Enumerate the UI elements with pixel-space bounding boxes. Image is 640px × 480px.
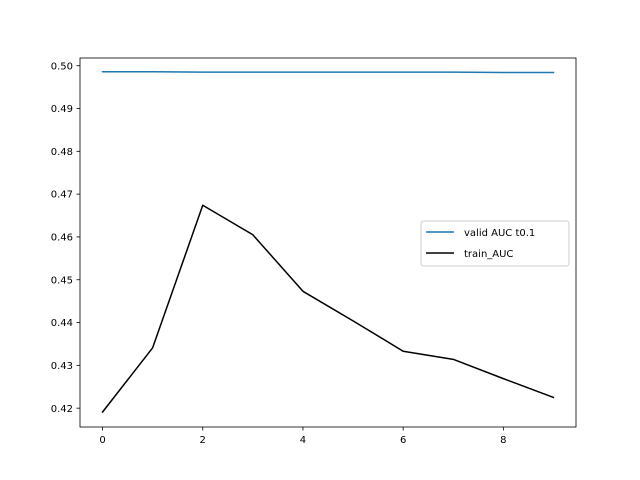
y-tick-label: 0.44 [51, 318, 73, 329]
y-tick-label: 0.50 [51, 61, 73, 72]
y-tick-label: 0.43 [51, 361, 73, 372]
x-tick-label: 4 [300, 435, 306, 446]
x-tick-label: 0 [99, 435, 105, 446]
legend: valid AUC t0.1 train_AUC [420, 220, 570, 267]
legend-label-0: valid AUC t0.1 [464, 228, 535, 239]
y-tick-label: 0.48 [51, 147, 73, 158]
series-line-0 [101, 70, 555, 74]
y-tick-label: 0.42 [51, 404, 73, 415]
series-line-1 [101, 204, 555, 414]
y-tick-label: 0.45 [51, 275, 73, 286]
legend-label-1: train_AUC [464, 249, 513, 260]
axes: 0 2 4 6 8 0.42 0.43 0.44 0.45 0.46 0.47 0.48 0.49 0.5… [51, 57, 577, 446]
x-tick-label: 6 [400, 435, 406, 446]
y-tick-label: 0.49 [51, 104, 73, 115]
x-tick-label: 2 [200, 435, 206, 446]
legend-box [420, 220, 570, 267]
plot-area [101, 70, 555, 414]
x-tick-label: 8 [500, 435, 506, 446]
y-tick-label: 0.46 [51, 233, 73, 244]
axes-frame [79, 57, 577, 428]
y-tick-label: 0.47 [51, 190, 73, 201]
